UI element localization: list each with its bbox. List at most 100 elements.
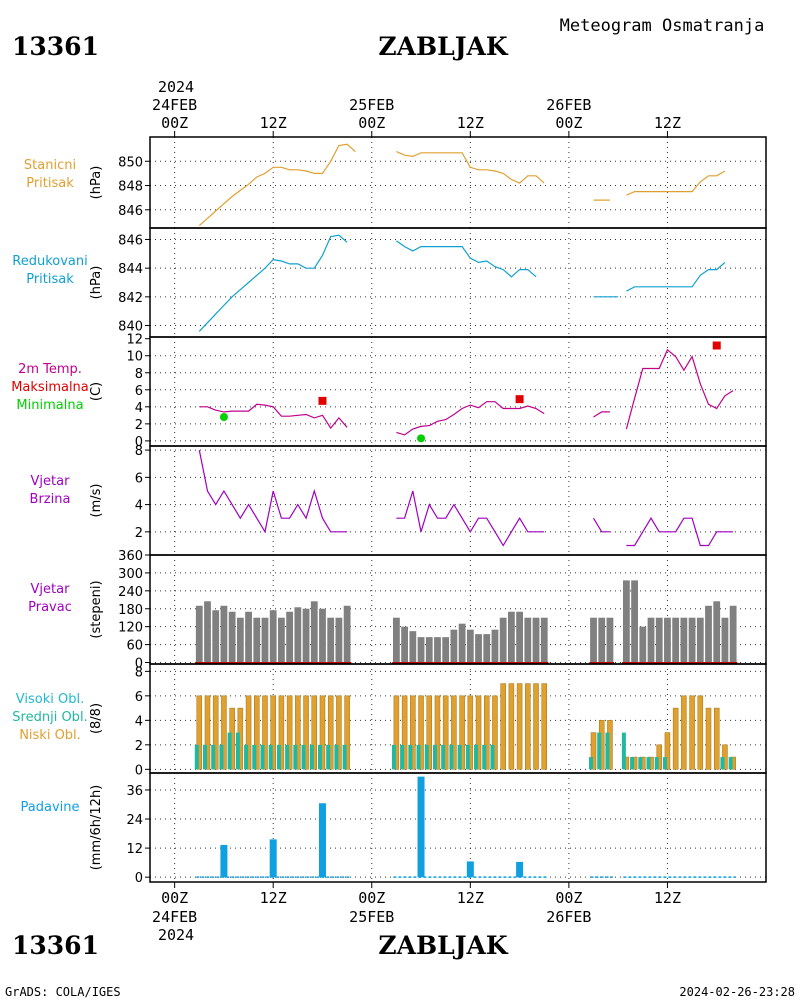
y-tick-label: 2 [135, 526, 143, 541]
y-axis-title: (mm/6h/12h) [89, 785, 104, 871]
low-cloud-bar [713, 707, 720, 770]
panel-precipitation: Padavine (mm/6h/12h) 0 12 24 36 [21, 772, 767, 886]
low-cloud-bar [500, 683, 506, 770]
top-hour-label: 12Z [654, 114, 681, 132]
panel-station_pressure: Stanicni Pritisak (hPa) 846 848 850 [24, 136, 767, 229]
precip-bar [269, 839, 277, 878]
y-tick-label: 6 [135, 384, 143, 399]
mid-cloud-bar [244, 744, 249, 770]
series-label: Maksimalna [11, 380, 89, 395]
wind-direction-bar [475, 634, 482, 663]
series-label: Pravac [28, 600, 72, 615]
series-line [593, 411, 610, 418]
mid-cloud-bar [449, 744, 454, 770]
precip-bar [466, 861, 474, 878]
y-tick-label: 848 [118, 180, 143, 195]
wind-direction-bar [302, 608, 310, 663]
wind-direction-bar [245, 611, 252, 663]
low-cloud-bar [418, 695, 424, 770]
wind-direction-bar [310, 601, 318, 663]
top-date-label: 25FEB [349, 96, 394, 114]
y-tick-label: 840 [118, 320, 143, 335]
mid-cloud-bar [202, 744, 207, 770]
wind-direction-bar [335, 617, 343, 663]
wind-direction-bar [212, 610, 220, 663]
y-tick-label: 10 [126, 350, 143, 365]
y-axis-title: (m/s) [89, 484, 104, 518]
y-tick-label: 846 [118, 204, 143, 219]
mid-cloud-bar [589, 757, 594, 770]
wind-direction-bar [696, 617, 704, 663]
min-temp-point [417, 434, 426, 443]
low-cloud-bar [327, 695, 334, 770]
mid-cloud-bar [662, 757, 667, 770]
mid-cloud-bar [235, 732, 240, 770]
wind-direction-bar [516, 611, 523, 663]
wind-direction-bar [491, 629, 499, 663]
mid-cloud-bar [638, 757, 643, 770]
top-time-axis: 00Z 12Z 00Z 12Z 00Z 12Z 24FEB 25FEB 26FEB [152, 96, 681, 137]
bottom-hour-label: 12Z [654, 889, 681, 907]
panel-frame [149, 445, 767, 556]
mid-cloud-bar [441, 744, 446, 770]
y-tick-label: 8 [135, 367, 143, 382]
bottom-hour-label: 00Z [161, 889, 188, 907]
y-tick-label: 36 [126, 784, 143, 799]
low-cloud-bar [286, 695, 293, 770]
wind-direction-bar [655, 617, 663, 663]
top-hour-label: 00Z [161, 114, 188, 132]
mid-cloud-bar [317, 744, 322, 770]
series-line [626, 170, 726, 196]
min-temp-point [219, 413, 228, 422]
low-cloud-bar [319, 695, 326, 770]
series-line [199, 403, 348, 430]
series-line [626, 261, 726, 292]
y-tick-label: 844 [118, 262, 143, 277]
low-cloud-bar [672, 707, 679, 770]
wind-direction-bar [532, 617, 540, 663]
wind-direction-bar [253, 617, 261, 663]
wind-direction-bar [639, 626, 647, 663]
mid-cloud-bar [605, 732, 610, 770]
series-line [592, 517, 610, 533]
series-label: Vjetar [31, 474, 71, 489]
bottom-hour-label: 00Z [358, 889, 385, 907]
wind-direction-bar [450, 629, 458, 663]
mid-cloud-bar [227, 732, 232, 770]
low-cloud-bar [467, 695, 474, 770]
y-tick-label: 842 [118, 291, 143, 306]
wind-direction-bar [540, 617, 548, 663]
panel-temperature: 2m Temp. Maksimalna Minimalna (C) 0 2 4 6 8 10 12 [11, 333, 767, 450]
low-cloud-bar [254, 695, 260, 770]
bottom-date-label: 24FEB [152, 908, 197, 926]
mid-cloud-bar [391, 744, 396, 770]
series-line [198, 234, 348, 332]
wind-direction-bar [228, 611, 236, 663]
wind-direction-bar [647, 617, 655, 663]
wind-direction-bar [458, 623, 466, 663]
y-tick-label: 12 [126, 333, 143, 348]
low-cloud-bar [697, 695, 704, 770]
y-axis-title: (8/8) [89, 703, 104, 734]
precip-bar [318, 803, 326, 878]
series-line [396, 151, 545, 184]
low-cloud-bar [204, 695, 211, 770]
low-cloud-bar [541, 683, 547, 770]
series-line [396, 490, 545, 547]
y-tick-label: 120 [118, 621, 143, 636]
wind-direction-bar [278, 617, 285, 663]
low-cloud-bar [262, 695, 268, 770]
y-tick-label: 2 [135, 418, 143, 433]
top-hour-label: 12Z [457, 114, 484, 132]
low-cloud-bar [311, 695, 318, 770]
mid-cloud-bar [326, 744, 331, 770]
wind-direction-bar [269, 610, 277, 663]
low-cloud-bar [442, 695, 449, 770]
wind-direction-bar [483, 634, 491, 663]
series-label: Niski Obl. [19, 728, 81, 743]
mid-cloud-bar [646, 757, 651, 770]
low-cloud-bar [221, 695, 227, 770]
panel-frame [149, 772, 767, 883]
